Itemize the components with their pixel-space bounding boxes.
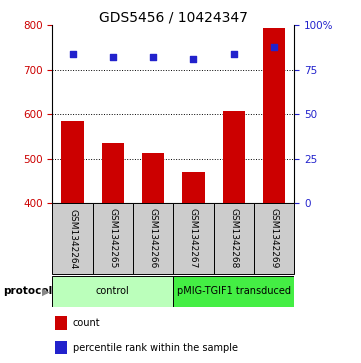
- Bar: [52, 276, 173, 307]
- Text: GSM1342269: GSM1342269: [270, 208, 279, 269]
- Text: GSM1342266: GSM1342266: [149, 208, 158, 269]
- Bar: [133, 203, 173, 274]
- Text: GSM1342265: GSM1342265: [108, 208, 117, 269]
- Bar: [142, 154, 164, 203]
- Text: protocol: protocol: [4, 286, 53, 296]
- Text: GSM1342268: GSM1342268: [229, 208, 238, 269]
- Bar: [254, 203, 294, 274]
- Text: percentile rank within the sample: percentile rank within the sample: [73, 343, 238, 352]
- Bar: [263, 28, 285, 203]
- Bar: [173, 276, 294, 307]
- Bar: [173, 203, 214, 274]
- Title: GDS5456 / 10424347: GDS5456 / 10424347: [99, 10, 248, 24]
- Bar: [93, 203, 133, 274]
- Point: [271, 44, 277, 50]
- Point: [191, 56, 196, 62]
- Bar: [223, 111, 245, 203]
- Text: count: count: [73, 318, 100, 328]
- Bar: [52, 203, 93, 274]
- Point: [70, 51, 75, 57]
- Point: [110, 54, 116, 60]
- Bar: [182, 172, 205, 203]
- Bar: [214, 203, 254, 274]
- Point: [231, 51, 237, 57]
- Bar: [55, 341, 67, 354]
- Bar: [102, 143, 124, 203]
- Text: ▶: ▶: [42, 286, 49, 296]
- Text: pMIG-TGIF1 transduced: pMIG-TGIF1 transduced: [177, 286, 291, 296]
- Point: [150, 54, 156, 60]
- Text: GSM1342267: GSM1342267: [189, 208, 198, 269]
- Text: GSM1342264: GSM1342264: [68, 209, 77, 269]
- Bar: [61, 121, 84, 203]
- Text: control: control: [96, 286, 130, 296]
- Bar: [55, 316, 67, 330]
